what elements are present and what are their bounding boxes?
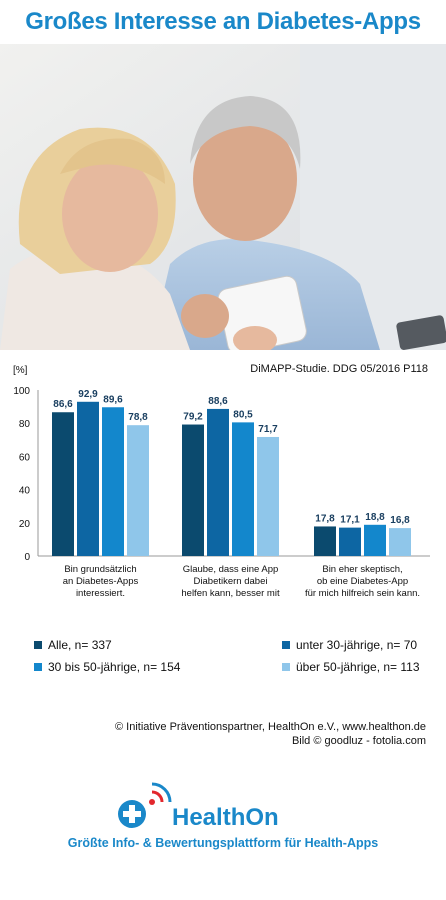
logo-wordmark: HealthOn — [172, 804, 279, 831]
y-tick-label: 60 — [19, 452, 31, 463]
bar-value-label: 92,9 — [78, 389, 98, 400]
legend-swatch — [282, 641, 290, 649]
chart-legend: Alle, n= 337 unter 30-jährige, n= 70 30 … — [0, 638, 446, 682]
bar — [207, 408, 229, 556]
legend-swatch — [282, 663, 290, 671]
category-labels: Bin grundsätzlich an Diabetes-Apps interes… — [63, 564, 420, 600]
bar — [257, 436, 279, 556]
y-axis-ticks: 0 20 40 60 80 100 — [13, 386, 30, 563]
legend-label: unter 30-jährige, n= 70 — [296, 638, 418, 652]
medical-cross-signal-icon — [118, 782, 172, 828]
legend-item-alle: Alle, n= 337 — [34, 638, 112, 652]
legend-label: Alle, n= 337 — [48, 638, 112, 652]
bar — [77, 401, 99, 556]
bar — [52, 412, 74, 556]
category-label: Bin eher skeptisch, ob eine Diabetes-App f… — [305, 564, 420, 599]
bar-value-label: 18,8 — [365, 512, 385, 523]
legend-item-unter-30: unter 30-jährige, n= 70 — [282, 638, 417, 652]
legend-label: über 50-jährige, n= 113 — [296, 660, 420, 674]
bar-value-label: 79,2 — [183, 412, 203, 423]
tagline: Größte Info- & Bewertungsplattform für H… — [67, 836, 379, 850]
healthon-logo: HealthOn — [104, 780, 364, 834]
bar-value-label: 16,8 — [390, 515, 410, 526]
bar — [339, 527, 361, 556]
legend-swatch — [34, 663, 42, 671]
copyright-line: © Initiative Präventionspartner, HealthO… — [115, 721, 426, 733]
couple-with-smartphone-photo — [0, 44, 446, 350]
y-tick-label: 80 — [19, 419, 31, 430]
bar-chart: [%] DiMAPP-Studie. DDG 05/2016 P118 0 20 4… — [0, 350, 446, 600]
bar-value-label: 71,7 — [258, 424, 278, 435]
category-label: Glaube, dass eine App Diabetikern dabei he… — [181, 564, 280, 600]
bar — [232, 422, 254, 556]
bar — [127, 425, 149, 556]
y-axis-unit-label: [%] — [13, 365, 28, 376]
image-credit-line: Bild © goodluz - fotolia.com — [291, 735, 426, 747]
y-tick-label: 20 — [19, 519, 31, 530]
legend-swatch — [34, 641, 42, 649]
bar — [389, 528, 411, 556]
bar-series: 86,6 92,9 89,6 78,8 79,2 88,6 80,5 71,7 17,8 17,1… — [52, 389, 411, 556]
bar — [364, 524, 386, 556]
bar-value-label: 17,8 — [315, 513, 335, 524]
y-tick-label: 40 — [19, 486, 31, 497]
bar-value-label: 88,6 — [208, 396, 228, 407]
bar — [314, 526, 336, 556]
legend-item-ueber-50: über 50-jährige, n= 113 — [282, 660, 420, 674]
copyright-credits: © Initiative Präventionspartner, HealthO… — [115, 720, 426, 748]
bar-value-label: 17,1 — [340, 515, 360, 526]
bar-value-label: 80,5 — [233, 409, 253, 420]
bar-value-label: 89,6 — [103, 394, 123, 405]
page-title: Großes Interesse an Diabetes-Apps — [25, 8, 421, 35]
bar-value-label: 86,6 — [53, 399, 73, 410]
y-tick-label: 0 — [24, 552, 30, 563]
bar — [102, 407, 124, 556]
bar — [182, 424, 204, 556]
category-label: Bin grundsätzlich an Diabetes-Apps interes… — [63, 564, 139, 599]
y-tick-label: 100 — [13, 386, 30, 397]
bar-value-label: 78,8 — [128, 412, 148, 423]
legend-item-30-50: 30 bis 50-jährige, n= 154 — [34, 660, 180, 674]
source-label: DiMAPP-Studie. DDG 05/2016 P118 — [250, 363, 428, 375]
legend-label: 30 bis 50-jährige, n= 154 — [48, 660, 181, 674]
